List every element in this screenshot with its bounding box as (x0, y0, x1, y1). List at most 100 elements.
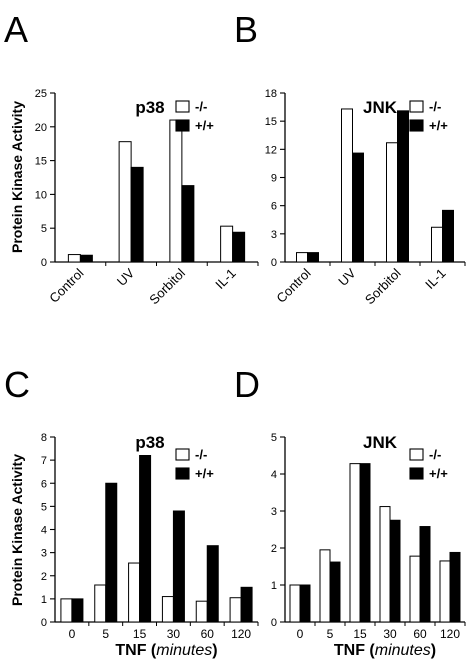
legend-swatch (409, 448, 424, 461)
bar-wildtype (172, 510, 185, 623)
chart-title: JNK (363, 433, 398, 452)
bar-wildtype (329, 561, 341, 623)
y-tick-label: 2 (41, 571, 47, 583)
bar-knockout (220, 225, 234, 263)
bar-knockout (319, 549, 331, 623)
x-tick-label: IL-1 (212, 266, 238, 292)
bar-knockout (229, 597, 242, 623)
bar-wildtype (442, 209, 454, 263)
y-tick-label: 5 (271, 432, 277, 444)
panel-letter: D (234, 364, 260, 405)
bar-knockout (169, 119, 183, 263)
legend-label: -/- (429, 99, 441, 114)
y-tick-label: 7 (41, 455, 47, 467)
y-tick-label: 4 (41, 525, 47, 537)
legend-swatch (409, 467, 424, 480)
x-tick-label: Sorbitol (146, 265, 188, 307)
bar-wildtype (352, 152, 364, 263)
y-tick-label: 6 (41, 478, 47, 490)
bar-wildtype (359, 463, 371, 623)
x-axis-label-close: ) (212, 642, 217, 659)
chart-title: p38 (135, 98, 164, 117)
bar-knockout (128, 562, 141, 623)
y-tick-label: 3 (271, 229, 277, 241)
y-tick-label: 0 (271, 617, 277, 629)
y-tick-label: 10 (35, 189, 47, 201)
bar-knockout (289, 584, 301, 623)
bar-knockout (118, 141, 132, 263)
panel-letter: A (4, 9, 28, 50)
bar-knockout (67, 254, 81, 263)
legend-swatch (175, 119, 190, 132)
bar-knockout (195, 600, 208, 623)
legend-swatch (409, 100, 424, 113)
bar-wildtype (307, 252, 319, 263)
panel-letter: B (234, 9, 258, 50)
x-tick-label: 120 (231, 627, 251, 641)
bar-knockout (94, 584, 107, 623)
bar-knockout (379, 506, 391, 623)
x-tick-label: UV (335, 265, 359, 289)
y-axis-label: Protein Kinase Activity (9, 101, 25, 253)
legend-label: -/- (195, 447, 207, 462)
x-axis-label: TNF (minutes) (115, 642, 217, 659)
legend-swatch (175, 100, 190, 113)
legend-label: +/+ (429, 466, 448, 481)
y-tick-label: 3 (271, 506, 277, 518)
x-tick-label: UV (114, 265, 138, 289)
y-tick-label: 0 (41, 617, 47, 629)
bar-wildtype (139, 455, 152, 623)
x-tick-label: IL-1 (422, 266, 448, 292)
y-tick-label: 6 (271, 201, 277, 213)
x-axis-label-main: TNF ( (115, 642, 157, 659)
legend-label: +/+ (195, 466, 214, 481)
y-tick-label: 15 (35, 156, 47, 168)
x-tick-label: 15 (353, 627, 367, 641)
legend-label: -/- (195, 99, 207, 114)
y-tick-label: 3 (41, 548, 47, 560)
y-tick-label: 5 (41, 223, 47, 235)
x-tick-label: 60 (201, 627, 215, 641)
x-tick-label: 0 (69, 627, 76, 641)
bar-knockout (439, 560, 451, 623)
bar-wildtype (71, 598, 84, 623)
chart-title: p38 (135, 433, 164, 452)
x-tick-label: 30 (383, 627, 397, 641)
y-tick-label: 12 (265, 144, 277, 156)
x-tick-label: 60 (413, 627, 427, 641)
y-tick-label: 25 (35, 88, 47, 100)
bar-wildtype (232, 231, 246, 263)
chart-title: JNK (363, 98, 398, 117)
bar-wildtype (206, 545, 219, 623)
x-axis-label-main: TNF ( (334, 642, 376, 659)
y-tick-label: 4 (271, 469, 277, 481)
legend-label: +/+ (195, 118, 214, 133)
y-axis-label: Protein Kinase Activity (9, 454, 25, 606)
y-tick-label: 5 (41, 501, 47, 513)
bar-wildtype (419, 526, 431, 623)
y-tick-label: 20 (35, 122, 47, 134)
bar-knockout (296, 252, 308, 263)
legend-swatch (409, 119, 424, 132)
bar-wildtype (240, 586, 253, 623)
bar-knockout (60, 598, 73, 623)
y-tick-label: 8 (41, 432, 47, 444)
x-axis-label: TNF (minutes) (334, 642, 436, 659)
bar-wildtype (397, 110, 409, 263)
bar-knockout (386, 142, 398, 263)
x-tick-label: 30 (167, 627, 181, 641)
bar-knockout (341, 108, 353, 263)
bar-wildtype (299, 584, 311, 623)
y-tick-label: 1 (41, 594, 47, 606)
x-tick-label: 15 (133, 627, 147, 641)
bar-wildtype (449, 551, 461, 623)
panel-d: D JNK 0 1 2 3 4 5 0 5 15 30 60 120 -/- +/+ TNF (minutes) (234, 364, 466, 659)
y-tick-label: 0 (41, 257, 47, 269)
x-tick-label: Control (46, 265, 86, 305)
legend-label: -/- (429, 447, 441, 462)
x-tick-label: 5 (327, 627, 334, 641)
y-tick-label: 18 (265, 88, 277, 100)
panel-b: B JNK 0 3 6 9 12 15 18 Control UV Sorbitol IL-1 -/- +/… (234, 9, 466, 307)
